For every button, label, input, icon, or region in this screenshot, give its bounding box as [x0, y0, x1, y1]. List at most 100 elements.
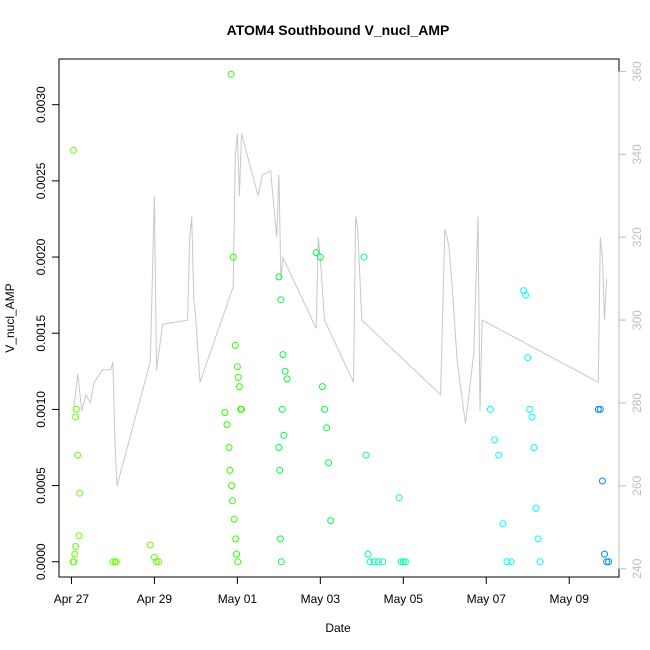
- data-point: [229, 253, 237, 261]
- line-series: [73, 133, 608, 486]
- data-point: [223, 421, 231, 429]
- data-point: [323, 424, 331, 432]
- data-point: [230, 515, 238, 523]
- data-point: [486, 405, 494, 413]
- data-point: [397, 558, 405, 566]
- x-tick-label: May 09: [550, 592, 590, 606]
- x-axis-label: Date: [325, 621, 351, 635]
- line-series-layer: [73, 133, 608, 486]
- data-point: [75, 532, 83, 540]
- data-point: [153, 558, 160, 566]
- data-point: [71, 550, 79, 558]
- x-tick-label: May 01: [218, 592, 258, 606]
- data-point: [601, 550, 608, 558]
- y-tick-label: 0.0005: [34, 467, 48, 504]
- data-point: [605, 558, 613, 566]
- data-point: [524, 354, 532, 362]
- data-point: [532, 504, 540, 512]
- data-point: [234, 558, 242, 566]
- y-tick-label: 0.0020: [34, 238, 48, 275]
- data-point: [522, 291, 530, 299]
- data-point: [495, 451, 503, 459]
- data-point: [596, 405, 604, 413]
- data-point: [72, 405, 80, 413]
- x-tick-label: May 05: [384, 592, 424, 606]
- data-point: [280, 431, 288, 439]
- data-point: [507, 558, 515, 566]
- data-point: [76, 489, 84, 497]
- data-point: [233, 550, 240, 558]
- data-point: [318, 383, 326, 391]
- data-point: [366, 558, 374, 566]
- data-point: [231, 341, 239, 349]
- data-point: [530, 444, 538, 451]
- data-point: [72, 543, 80, 550]
- point-series-2: [275, 249, 335, 566]
- y-tick-label: 0.0015: [34, 315, 48, 352]
- data-point: [277, 296, 285, 304]
- data-point: [228, 497, 236, 505]
- data-point: [233, 363, 241, 371]
- x-tick-label: Apr 29: [137, 592, 173, 606]
- data-point: [225, 444, 233, 451]
- data-point: [370, 558, 378, 566]
- chart-title: ATOM4 Southbound V_nucl_AMP: [227, 22, 450, 38]
- data-point: [327, 517, 335, 525]
- data-point: [281, 367, 289, 375]
- data-point: [491, 436, 499, 444]
- y-tick-label: 0.0025: [34, 162, 48, 199]
- y-right-tick-label: 300: [630, 310, 644, 330]
- points-layer: [69, 70, 613, 566]
- data-point: [536, 558, 544, 566]
- point-series-1: [221, 70, 245, 566]
- data-point: [278, 405, 286, 413]
- data-point: [232, 535, 240, 543]
- y-right-tick-label: 260: [630, 475, 644, 495]
- data-point: [228, 482, 236, 490]
- data-point: [598, 477, 606, 485]
- x-tick-label: Apr 27: [54, 592, 90, 606]
- data-point: [283, 375, 291, 383]
- y-tick-label: 0.0030: [34, 86, 48, 123]
- data-point: [72, 413, 80, 421]
- data-point: [526, 405, 534, 413]
- data-point: [279, 351, 287, 359]
- point-series-0: [69, 146, 163, 566]
- data-point: [316, 253, 324, 261]
- data-point: [112, 558, 120, 566]
- x-tick-label: May 03: [301, 592, 341, 606]
- data-point: [277, 535, 284, 543]
- data-point: [603, 558, 611, 566]
- data-point: [379, 558, 387, 566]
- data-point: [395, 494, 403, 502]
- data-point: [275, 273, 283, 281]
- point-series-4: [486, 287, 544, 566]
- plot-frame: [58, 58, 620, 578]
- data-point: [109, 558, 117, 566]
- data-point: [277, 558, 285, 566]
- data-point: [374, 558, 382, 566]
- data-point: [69, 558, 77, 566]
- data-point: [226, 466, 234, 474]
- data-point: [325, 459, 333, 467]
- y-right-tick-label: 320: [630, 227, 644, 247]
- data-point: [275, 444, 283, 451]
- data-point: [234, 373, 242, 381]
- point-series-3: [360, 253, 409, 566]
- data-point: [534, 535, 542, 543]
- data-point: [594, 405, 602, 413]
- data-point: [360, 253, 368, 261]
- y-tick-label: 0.0000: [34, 543, 48, 580]
- data-point: [146, 541, 154, 549]
- data-point: [227, 70, 235, 78]
- data-point: [70, 146, 77, 154]
- y-right-tick-label: 240: [630, 558, 644, 578]
- data-point: [155, 558, 163, 566]
- data-point: [235, 383, 243, 391]
- data-point: [362, 451, 370, 459]
- data-point: [221, 409, 229, 416]
- data-point: [499, 520, 507, 528]
- data-point: [399, 558, 407, 566]
- data-point: [238, 405, 245, 413]
